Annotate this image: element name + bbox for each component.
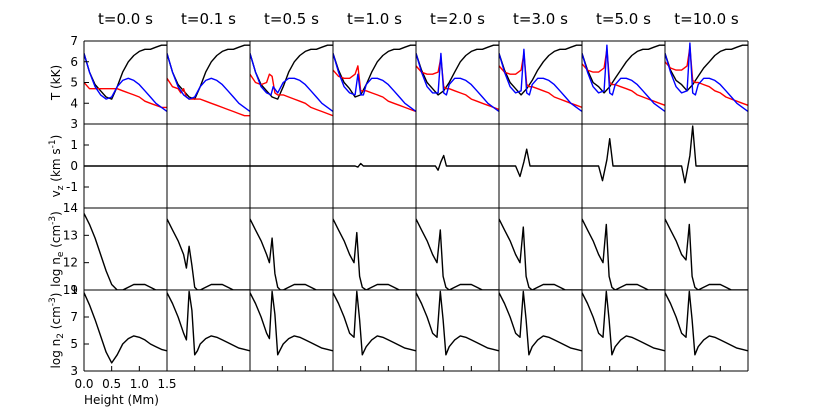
column-title-2: t=0.5 s bbox=[264, 10, 319, 28]
ylabel-unit-ne: (cm bbox=[49, 225, 63, 252]
ylabel-sub-vz: z bbox=[56, 185, 66, 190]
column-title-5: t=3.0 s bbox=[513, 10, 568, 28]
ytick-label-T-3: 6 bbox=[70, 55, 78, 69]
ytick-label-ne-2: 13 bbox=[63, 228, 78, 242]
series-vz-4-black bbox=[416, 154, 499, 171]
column-title-1: t=0.1 s bbox=[181, 10, 236, 28]
ylabel-unit-n2: (cm bbox=[49, 306, 63, 333]
series-ne-2-black bbox=[250, 218, 333, 290]
ylabel-sub-n2: 2 bbox=[56, 333, 66, 339]
xtick-label-2: 1.0 bbox=[130, 377, 149, 391]
series-ne-5-black bbox=[499, 218, 582, 290]
series-n2-3-black bbox=[333, 290, 416, 356]
series-T-0-black bbox=[84, 44, 167, 100]
xtick-label-0: 0.0 bbox=[74, 377, 93, 391]
series-T-4-red bbox=[416, 56, 499, 111]
series-n2-7-black bbox=[665, 290, 748, 356]
ylabel-n2: log n2 (cm-3) bbox=[48, 293, 66, 369]
column-title-3: t=1.0 s bbox=[347, 10, 402, 28]
series-T-6-red bbox=[582, 48, 665, 106]
xtick-label-1: 0.5 bbox=[102, 377, 121, 391]
ylabel-T: T (kK) bbox=[49, 65, 63, 101]
series-ne-0-black bbox=[84, 213, 167, 290]
series-T-1-blue bbox=[167, 53, 250, 113]
series-T-6-black bbox=[582, 44, 665, 94]
series-T-3-black bbox=[333, 44, 416, 98]
series-ne-3-black bbox=[333, 218, 416, 290]
column-title-7: t=10.0 s bbox=[674, 10, 739, 28]
ylabel-close-vz: ) bbox=[49, 135, 63, 140]
ylabel-main-vz: v bbox=[49, 190, 63, 197]
ylabel-sup-n2: -3 bbox=[48, 297, 58, 306]
series-T-1-red bbox=[167, 77, 250, 117]
series-n2-6-black bbox=[582, 290, 665, 356]
series-vz-7-black bbox=[665, 125, 748, 184]
series-vz-6-black bbox=[582, 137, 665, 182]
ytick-label-ne-0: 11 bbox=[63, 283, 78, 297]
ylabel-ne: log ne (cm-3) bbox=[48, 211, 66, 287]
ytick-label-vz-2: 1 bbox=[70, 138, 78, 152]
ytick-label-n2-2: 7 bbox=[70, 310, 78, 324]
ytick-label-vz-0: -1 bbox=[66, 180, 78, 194]
series-ne-4-black bbox=[416, 218, 499, 290]
ylabel-vz: vz (km s-1) bbox=[48, 135, 66, 198]
series-ne-7-black bbox=[665, 218, 748, 290]
ylabel-unit-vz: (km s bbox=[49, 148, 63, 185]
series-T-7-black bbox=[665, 44, 748, 92]
series-T-3-red bbox=[333, 65, 416, 113]
series-n2-4-black bbox=[416, 290, 499, 356]
series-T-2-red bbox=[250, 73, 333, 117]
series-T-2-blue bbox=[250, 53, 333, 113]
series-T-7-red bbox=[665, 46, 748, 106]
series-vz-3-black bbox=[333, 162, 416, 168]
series-n2-2-black bbox=[250, 290, 333, 356]
series-vz-5-black bbox=[499, 148, 582, 178]
ytick-label-ne-1: 12 bbox=[63, 256, 78, 270]
column-title-6: t=5.0 s bbox=[596, 10, 651, 28]
column-title-4: t=2.0 s bbox=[430, 10, 485, 28]
xlabel: Height (Mm) bbox=[84, 393, 159, 407]
ylabel-sup-ne: -3 bbox=[48, 216, 58, 225]
series-n2-1-black bbox=[167, 290, 250, 356]
series-T-5-red bbox=[499, 52, 582, 109]
series-T-3-blue bbox=[333, 53, 416, 113]
ytick-label-n2-3: 9 bbox=[70, 283, 78, 297]
series-T-1-black bbox=[167, 44, 250, 100]
series-T-0-blue bbox=[84, 53, 167, 113]
ytick-label-T-1: 4 bbox=[70, 96, 78, 110]
series-T-6-blue bbox=[582, 44, 665, 113]
xtick-label-3: 1.5 bbox=[157, 377, 176, 391]
series-n2-0-black bbox=[84, 292, 167, 364]
ylabel-sub-ne: e bbox=[56, 251, 66, 257]
series-T-5-blue bbox=[499, 48, 582, 113]
series-T-4-blue bbox=[416, 52, 499, 113]
ylabel-sup-vz: -1 bbox=[48, 139, 58, 148]
ytick-label-n2-0: 3 bbox=[70, 364, 78, 378]
series-ne-1-black bbox=[167, 218, 250, 290]
series-ne-6-black bbox=[582, 218, 665, 290]
series-T-2-black bbox=[250, 44, 333, 100]
series-T-5-black bbox=[499, 44, 582, 96]
ytick-label-vz-1: 0 bbox=[70, 159, 78, 173]
ytick-label-ne-3: 14 bbox=[63, 201, 78, 215]
ylabel-close-n2: ) bbox=[49, 293, 63, 298]
series-T-4-black bbox=[416, 44, 499, 96]
ylabel-close-ne: ) bbox=[49, 211, 63, 216]
ytick-label-n2-1: 5 bbox=[70, 337, 78, 351]
series-T-7-blue bbox=[665, 42, 748, 113]
series-n2-5-black bbox=[499, 290, 582, 356]
ytick-label-T-4: 7 bbox=[70, 34, 78, 48]
ytick-label-T-0: 3 bbox=[70, 117, 78, 131]
ytick-label-T-2: 5 bbox=[70, 76, 78, 90]
ylabel-main-T: T (kK) bbox=[49, 65, 63, 101]
column-title-0: t=0.0 s bbox=[98, 10, 153, 28]
ylabel-main-n2: log n bbox=[49, 339, 63, 369]
ylabel-main-ne: log n bbox=[49, 257, 63, 287]
